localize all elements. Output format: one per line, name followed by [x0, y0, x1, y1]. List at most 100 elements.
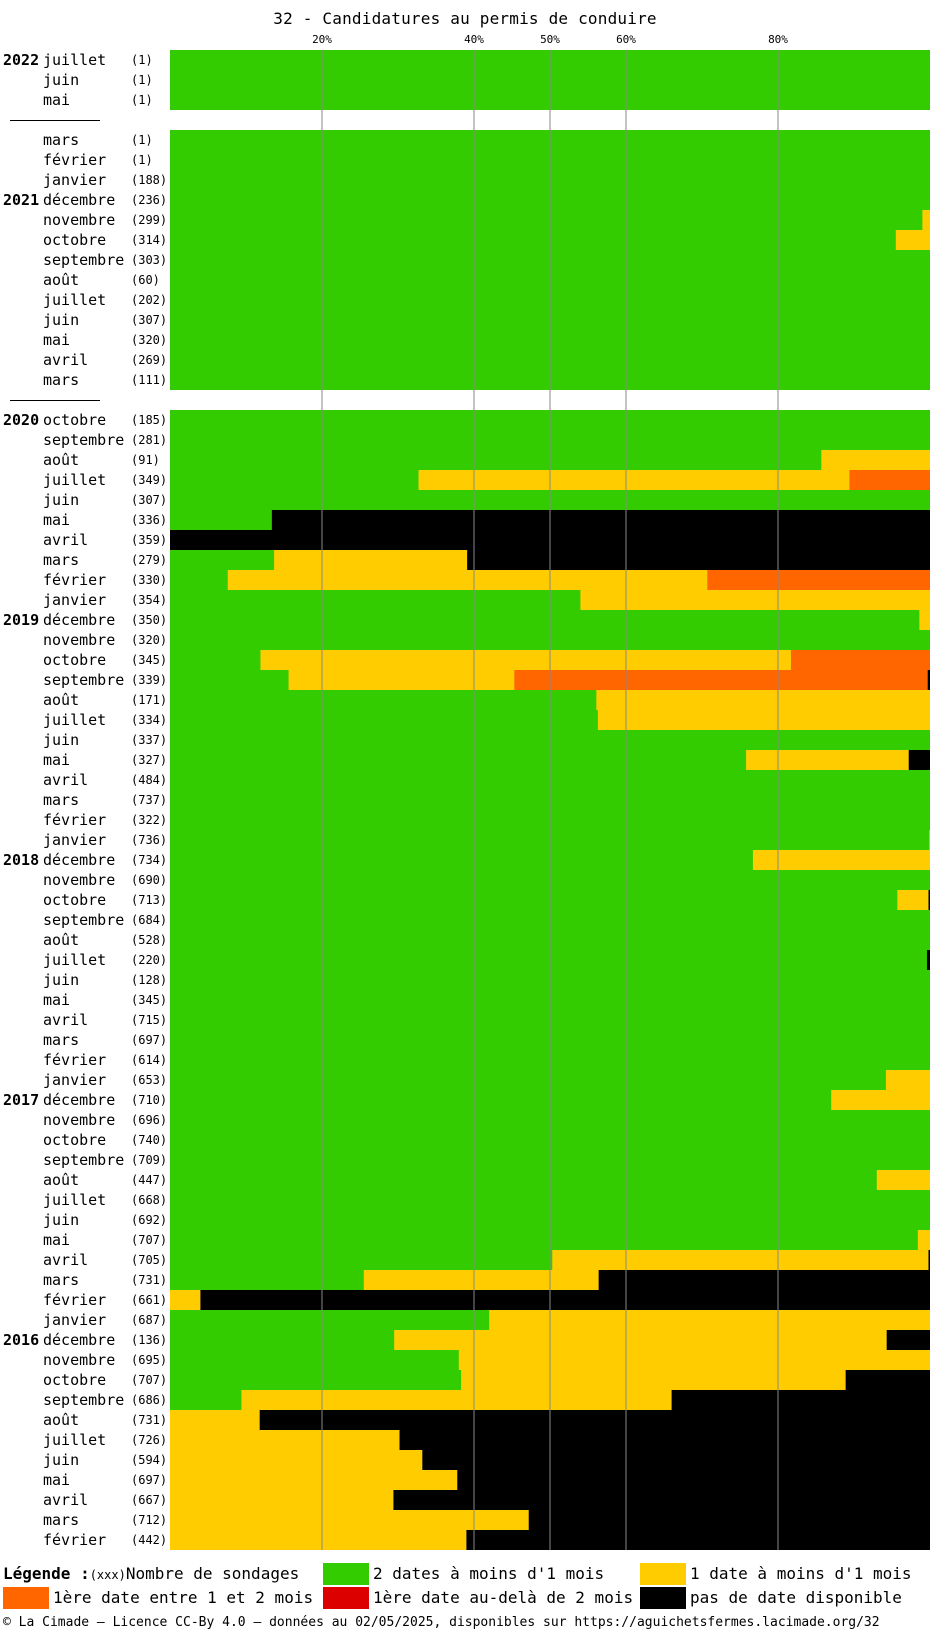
bar-segment-green [170, 650, 261, 670]
bar-segment-yellow [895, 230, 930, 250]
bar-segment-green [170, 1230, 919, 1250]
bar-segment-green [170, 1090, 832, 1110]
row-month-label: septembre [43, 431, 125, 449]
row-count-label: (171) [131, 693, 168, 707]
row-month-label: janvier [43, 831, 107, 849]
bar-segment-yellow [170, 1410, 261, 1430]
bar-segment-yellow [274, 550, 468, 570]
row-count-label: (185) [131, 413, 168, 427]
bar-segment-black [927, 670, 930, 690]
row-month-label: septembre [43, 671, 125, 689]
row-count-label: (320) [131, 633, 168, 647]
row-year-label: 2018 [3, 851, 40, 869]
row-count-label: (726) [131, 1433, 168, 1447]
row-count-label: (695) [131, 1353, 168, 1367]
bar-segment-green [170, 590, 581, 610]
row-count-label: (731) [131, 1413, 168, 1427]
stacked-bar-chart [170, 50, 930, 1550]
row-month-label: juillet [43, 711, 107, 729]
bar-segment-black [200, 1290, 930, 1310]
row-month-label: avril [43, 771, 89, 789]
bar-segment-green [170, 1170, 878, 1190]
bar-segment-black [271, 510, 930, 530]
row-month-label: mai [43, 1231, 71, 1249]
row-year-label: 2020 [3, 411, 40, 429]
row-year-label: 2022 [3, 51, 40, 69]
bar-segment-yellow [170, 1530, 467, 1550]
bar-segment-yellow [919, 610, 930, 630]
bar-segment-green [170, 1250, 553, 1270]
row-count-label: (687) [131, 1313, 168, 1327]
row-month-label: juillet [43, 1191, 107, 1209]
row-year-label: 2021 [3, 191, 40, 209]
bar-segment-yellow [461, 1370, 847, 1390]
row-count-label: (696) [131, 1113, 168, 1127]
bar-segment-yellow [746, 750, 910, 770]
row-month-label: juillet [43, 291, 107, 309]
row-month-label: août [43, 1411, 80, 1429]
row-count-label: (447) [131, 1173, 168, 1187]
row-count-label: (709) [131, 1153, 168, 1167]
row-count-label: (337) [131, 733, 168, 747]
row-count-label: (667) [131, 1493, 168, 1507]
bar-segment-yellow [394, 1330, 888, 1350]
row-month-label: juin [43, 491, 80, 509]
bar-segment-green [170, 1350, 460, 1370]
row-month-label: mars [43, 551, 80, 569]
bar-segment-black [393, 1490, 930, 1510]
row-month-label: juillet [43, 951, 107, 969]
row-month-label: avril [43, 1251, 89, 1269]
row-count-label: (484) [131, 773, 168, 787]
bar-segment-yellow [552, 1250, 929, 1270]
row-month-label: septembre [43, 1391, 125, 1409]
row-count-label: (712) [131, 1513, 168, 1527]
row-count-label: (692) [131, 1213, 168, 1227]
row-count-label: (661) [131, 1293, 168, 1307]
row-month-label: mars [43, 371, 80, 389]
bar-segment-yellow [170, 1450, 423, 1470]
row-month-label: août [43, 931, 80, 949]
row-month-label: décembre [43, 851, 116, 869]
row-month-label: janvier [43, 1311, 107, 1329]
row-count-label: (202) [131, 293, 168, 307]
row-month-label: juin [43, 1451, 80, 1469]
bar-segment-green [170, 850, 754, 870]
row-month-label: septembre [43, 1151, 125, 1169]
x-tick-label: 60% [616, 33, 636, 46]
row-month-label: mars [43, 1271, 80, 1289]
bar-segment-black [926, 950, 930, 970]
row-count-label: (345) [131, 993, 168, 1007]
bar-segment-black [422, 1450, 930, 1470]
row-month-label: juin [43, 71, 80, 89]
row-month-label: novembre [43, 211, 116, 229]
legend-label-red: 1ère date au-delà de 2 mois [373, 1588, 634, 1607]
row-count-label: (690) [131, 873, 168, 887]
row-month-label: juillet [43, 471, 107, 489]
bar-segment-green [170, 890, 898, 910]
legend-label-yellow: 1 date à moins d'1 mois [690, 1564, 912, 1583]
row-month-label: décembre [43, 611, 116, 629]
legend-swatch-red [323, 1587, 369, 1609]
bar-segment-green [170, 230, 897, 250]
row-month-label: octobre [43, 1371, 107, 1389]
row-month-label: avril [43, 531, 89, 549]
legend-swatch-yellow [640, 1563, 686, 1585]
bar-segment-green [170, 710, 599, 730]
bar-segment-black [928, 1250, 930, 1270]
legend-label-black: pas de date disponible [690, 1588, 902, 1607]
row-count-label: (1) [131, 153, 153, 167]
row-count-label: (736) [131, 833, 168, 847]
bar-segment-orange [514, 670, 929, 690]
bar-segment-black [259, 1410, 930, 1430]
bar-segment-yellow [288, 670, 515, 690]
row-count-label: (60) [131, 273, 160, 287]
row-month-label: août [43, 271, 80, 289]
row-count-label: (707) [131, 1373, 168, 1387]
x-tick-label: 20% [312, 33, 332, 46]
row-month-label: mars [43, 1511, 80, 1529]
bar-segment-green [170, 1270, 365, 1290]
bar-segment-yellow [580, 590, 930, 610]
legend-label-green: 2 dates à moins d'1 mois [373, 1564, 605, 1583]
bar-segment-yellow [596, 690, 930, 710]
row-month-label: février [43, 811, 107, 829]
